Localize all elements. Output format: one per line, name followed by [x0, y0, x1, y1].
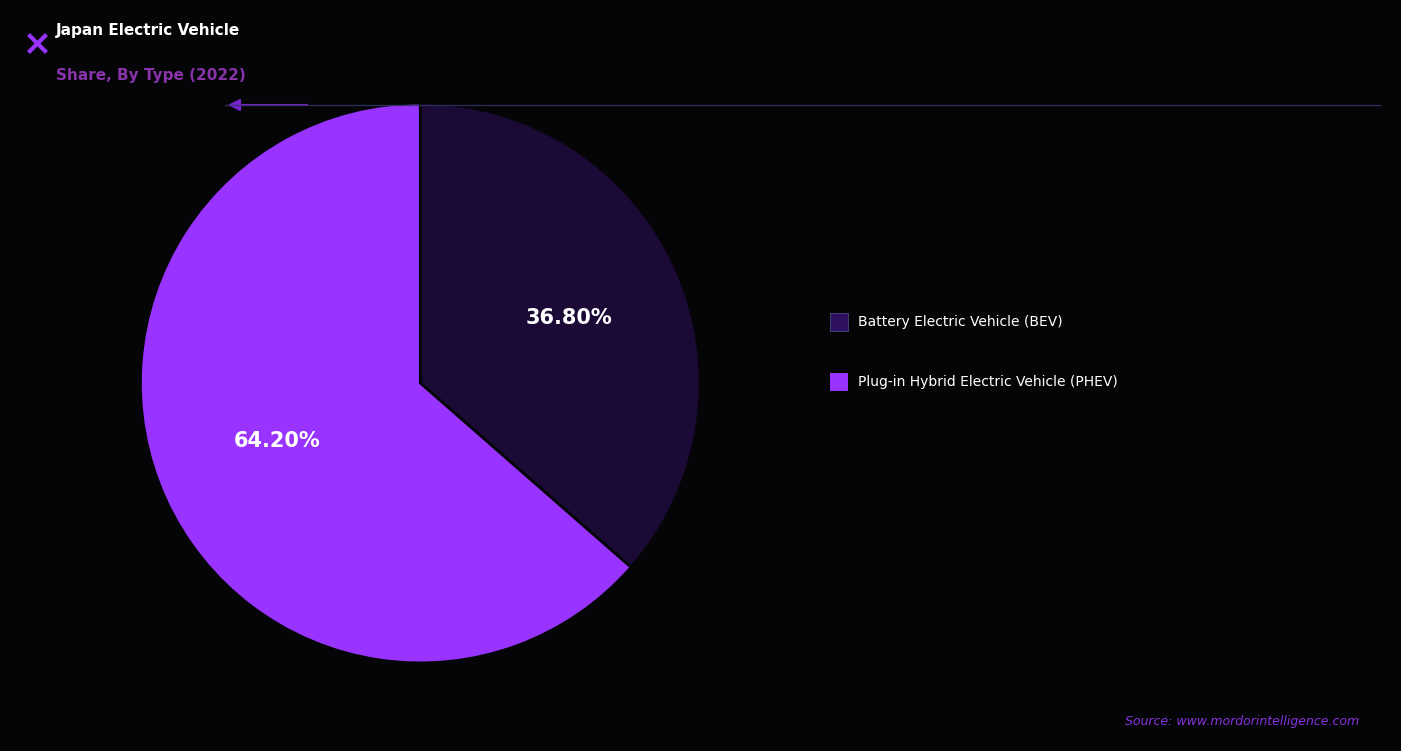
- Text: Battery Electric Vehicle (BEV): Battery Electric Vehicle (BEV): [857, 315, 1062, 329]
- Text: Japan Electric Vehicle: Japan Electric Vehicle: [56, 23, 241, 38]
- Text: 64.20%: 64.20%: [234, 430, 321, 451]
- Text: Plug-in Hybrid Electric Vehicle (PHEV): Plug-in Hybrid Electric Vehicle (PHEV): [857, 375, 1118, 389]
- Text: Source: www.mordorintelligence.com: Source: www.mordorintelligence.com: [1125, 716, 1359, 728]
- Wedge shape: [420, 103, 700, 567]
- Wedge shape: [140, 103, 630, 663]
- Text: Share, By Type (2022): Share, By Type (2022): [56, 68, 245, 83]
- FancyArrowPatch shape: [230, 100, 307, 110]
- Text: 36.80%: 36.80%: [525, 308, 612, 327]
